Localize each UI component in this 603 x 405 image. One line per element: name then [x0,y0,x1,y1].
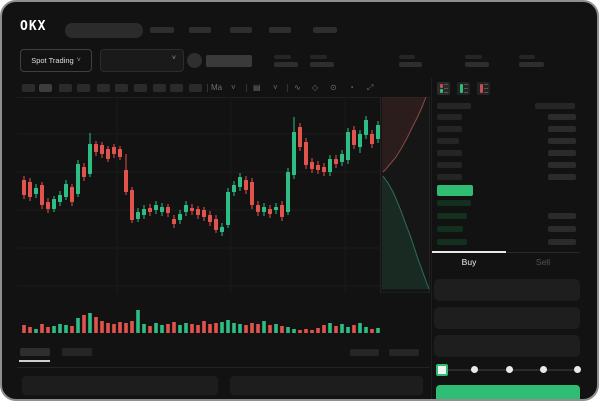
orders-filter[interactable] [350,349,379,356]
total-input[interactable] [434,335,580,357]
chevron-down-icon[interactable]: ˅ [231,83,236,92]
slider-stop-25[interactable] [471,366,478,373]
tab-buy[interactable]: Buy [461,257,477,267]
orders-tab-active[interactable] [20,348,50,356]
last-price-badge[interactable] [437,185,473,196]
book-lines [483,84,488,93]
book-colorbar [479,84,483,93]
chevron-down-icon[interactable]: ˅ [273,83,278,92]
timeframe-button[interactable] [134,84,147,92]
stat-label [465,55,482,59]
ask-amount[interactable] [548,138,576,144]
book-colorbar [439,84,443,93]
nav-item[interactable] [189,27,211,33]
history-icon[interactable]: ◔ [349,83,354,92]
book-combined-icon[interactable] [437,82,450,95]
submit-buy-button[interactable] [436,385,580,399]
slider-stop-75[interactable] [540,366,547,373]
stat-label [519,55,535,59]
slider-stop-100[interactable] [574,366,581,373]
book-lines [463,84,468,93]
nav-item[interactable] [150,27,174,33]
timeframe-button[interactable] [170,84,183,92]
orders-panel-left [22,376,218,395]
market-mode-dropdown[interactable]: Spot Trading ˅ [20,49,92,72]
line-tools-icon[interactable]: ∿ [294,83,301,92]
slider-handle[interactable] [436,364,448,376]
nav-item[interactable] [230,27,252,33]
pair-name-placeholder [206,55,252,67]
fullscreen-icon[interactable]: ⤢ [367,83,374,92]
indicator-ma-icon[interactable]: Ma [211,83,223,92]
depth-chart[interactable] [380,97,430,293]
candlestick-chart[interactable] [17,97,380,293]
coin-avatar [187,53,202,68]
chevron-down-icon: ˅ [76,57,81,64]
ask-amount[interactable] [548,114,576,120]
timeframe-button[interactable] [97,84,110,92]
book-col-amount-header [535,103,575,109]
timeframe-button[interactable] [115,84,128,92]
bid-amount[interactable] [548,213,576,219]
okx-logo: OKX [20,19,47,34]
bid-amount[interactable] [548,239,576,245]
bid-price[interactable] [437,239,467,245]
amount-input[interactable] [434,307,580,329]
nav-item[interactable] [313,27,337,33]
bid-price[interactable] [437,226,463,232]
orders-tab[interactable] [62,348,92,356]
ask-price[interactable] [437,162,462,168]
draw-icon[interactable]: ◇ [312,83,319,92]
stat-value [519,62,544,67]
nav-item[interactable] [269,27,291,33]
pair-selector-dropdown[interactable]: ˅ [100,49,184,72]
slider-stop-50[interactable] [506,366,513,373]
volume-chart [22,310,380,333]
timeframe-button[interactable] [22,84,35,92]
bid-price[interactable] [437,200,471,206]
stat-value [310,62,334,67]
timeframe-button[interactable] [77,84,90,92]
ask-amount[interactable] [548,126,576,132]
ask-amount[interactable] [548,174,576,180]
book-lines [443,84,448,93]
camera-icon[interactable]: ⊙ [330,83,337,92]
timeframe-button[interactable] [59,84,72,92]
ask-price[interactable] [437,138,459,144]
stat-value [465,62,489,67]
search-input[interactable] [65,23,143,38]
market-mode-label: Spot Trading [31,56,74,65]
stat-value [274,62,298,67]
bid-price[interactable] [437,213,467,219]
ask-amount[interactable] [548,162,576,168]
orders-filter[interactable] [389,349,419,356]
bid-amount[interactable] [548,226,576,232]
chevron-down-icon: ˅ [171,55,176,62]
stat-label [310,55,327,59]
timeframe-button[interactable] [189,84,202,92]
ask-price[interactable] [437,174,462,180]
stat-value [399,62,422,67]
book-asks-only-icon[interactable] [477,82,490,95]
candle-style-icon[interactable]: ▤ [253,83,261,92]
tab-sell[interactable]: Sell [535,257,551,267]
stat-label [399,55,415,59]
timeframe-button[interactable] [39,84,52,92]
timeframe-button[interactable] [153,84,166,92]
ask-price[interactable] [437,150,462,156]
ask-price[interactable] [437,114,462,120]
ask-price[interactable] [437,126,462,132]
stat-label [274,55,291,59]
price-input[interactable] [434,279,580,301]
book-bids-only-icon[interactable] [457,82,470,95]
book-col-price-header [437,103,471,109]
buy-tab-indicator [432,251,506,253]
orders-panel-right [230,376,423,395]
book-colorbar [459,84,463,93]
ask-amount[interactable] [548,150,576,156]
active-tab-underline [19,360,50,362]
